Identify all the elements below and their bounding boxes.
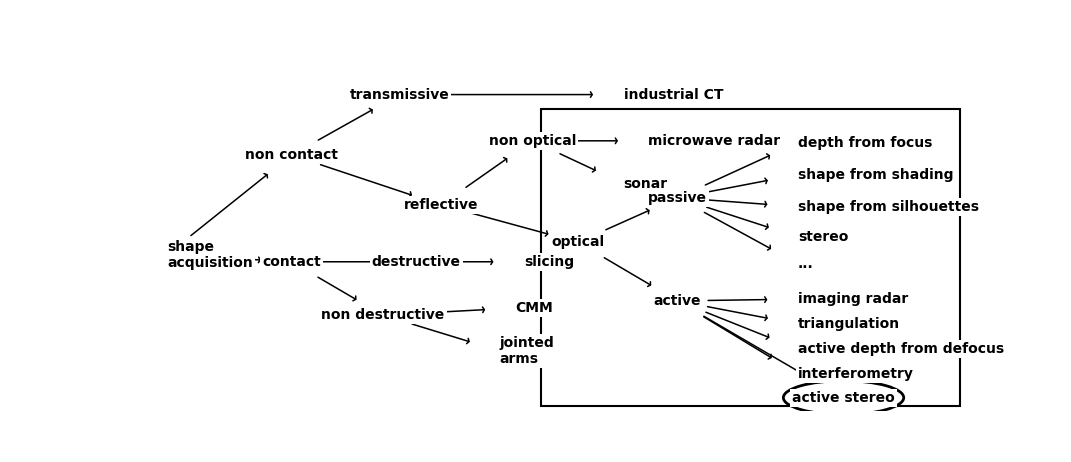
Text: reflective: reflective bbox=[404, 198, 479, 212]
Text: non contact: non contact bbox=[245, 148, 338, 162]
Text: CMM: CMM bbox=[516, 301, 554, 315]
Text: contact: contact bbox=[262, 255, 321, 269]
Text: stereo: stereo bbox=[798, 230, 848, 244]
Text: shape from silhouettes: shape from silhouettes bbox=[798, 200, 979, 213]
Text: triangulation: triangulation bbox=[798, 317, 900, 331]
Text: ...: ... bbox=[798, 256, 814, 271]
Text: non destructive: non destructive bbox=[321, 308, 444, 322]
Text: microwave radar: microwave radar bbox=[649, 134, 781, 148]
Text: depth from focus: depth from focus bbox=[798, 135, 932, 150]
Text: interferometry: interferometry bbox=[798, 367, 914, 381]
Text: active: active bbox=[653, 294, 702, 308]
Ellipse shape bbox=[783, 381, 904, 414]
Text: active depth from defocus: active depth from defocus bbox=[798, 342, 1004, 356]
Text: non optical: non optical bbox=[488, 134, 576, 148]
Text: jointed
arms: jointed arms bbox=[499, 335, 554, 366]
Text: industrial CT: industrial CT bbox=[623, 88, 723, 102]
Text: passive: passive bbox=[648, 191, 707, 205]
Text: imaging radar: imaging radar bbox=[798, 292, 908, 306]
Text: shape from shading: shape from shading bbox=[798, 168, 953, 182]
Text: sonar: sonar bbox=[623, 176, 667, 190]
Text: active stereo: active stereo bbox=[793, 391, 895, 405]
Text: slicing: slicing bbox=[524, 255, 574, 269]
Text: optical: optical bbox=[552, 235, 604, 249]
Text: shape
acquisition: shape acquisition bbox=[167, 240, 253, 270]
FancyBboxPatch shape bbox=[541, 109, 960, 406]
Text: destructive: destructive bbox=[372, 255, 461, 269]
Text: transmissive: transmissive bbox=[349, 88, 450, 102]
